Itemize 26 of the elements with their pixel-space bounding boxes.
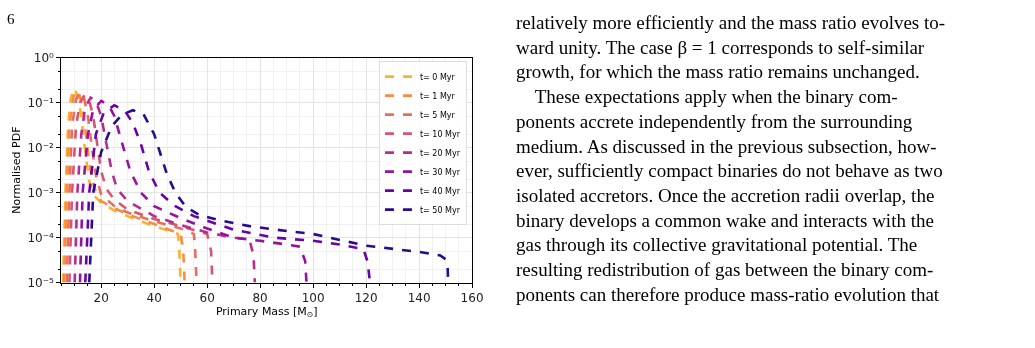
- x-tick-label: 40: [146, 291, 162, 306]
- legend-label: t= 0 Myr: [419, 72, 456, 82]
- legend-label: t= 40 Myr: [419, 186, 461, 196]
- x-axis-title: Primary Mass [M$_{⊙}$]: [215, 305, 318, 320]
- x-tick-label: 60: [199, 291, 215, 306]
- x-tick-label: 160: [460, 291, 484, 306]
- x-tick-label: 20: [93, 291, 109, 306]
- x-tick-label: 80: [252, 291, 268, 306]
- y-tick-label: 10⁻¹: [27, 95, 55, 110]
- legend-label: t= 5 Myr: [419, 110, 456, 120]
- legend-label: t= 1 Myr: [419, 91, 456, 101]
- y-tick-label: 10⁻⁴: [27, 230, 55, 245]
- y-axis-title: Normalised PDF: [10, 126, 24, 214]
- x-tick-label: 140: [407, 291, 431, 306]
- legend-label: t= 10 Myr: [419, 129, 461, 139]
- legend-label: t= 50 Myr: [419, 205, 461, 215]
- y-tick-label: 10⁻²: [27, 140, 55, 155]
- y-tick-label: 10⁰: [33, 50, 55, 65]
- x-tick-label: 100: [301, 291, 325, 306]
- x-tick-label: 120: [354, 291, 378, 306]
- legend-label: t= 30 Myr: [419, 167, 461, 177]
- legend-label: t= 20 Myr: [419, 148, 461, 158]
- y-tick-label: 10⁻⁵: [27, 275, 55, 290]
- text: 6: [7, 11, 15, 27]
- y-tick-label: 10⁻³: [27, 185, 55, 200]
- text: relatively more efficiently and the mass ratio evolves to- ward unity. The case β = 1 corresponds to self-similar growth, for which the mass ratio remains unchanged. These expectations apply when the binary com- ponents accrete independently from the surrounding medium. As discussed in the previous subsection, how- ever, sufficiently compact binaries do not behave as two isolated accretors. Once the accretion radii overlap, the binary develops a common wake and interacts with the gas through its collective gravitational potential. The resulting redistribution of gas between the binary com- ponents can therefore produce mass-ratio evolution that: [516, 12, 946, 305]
